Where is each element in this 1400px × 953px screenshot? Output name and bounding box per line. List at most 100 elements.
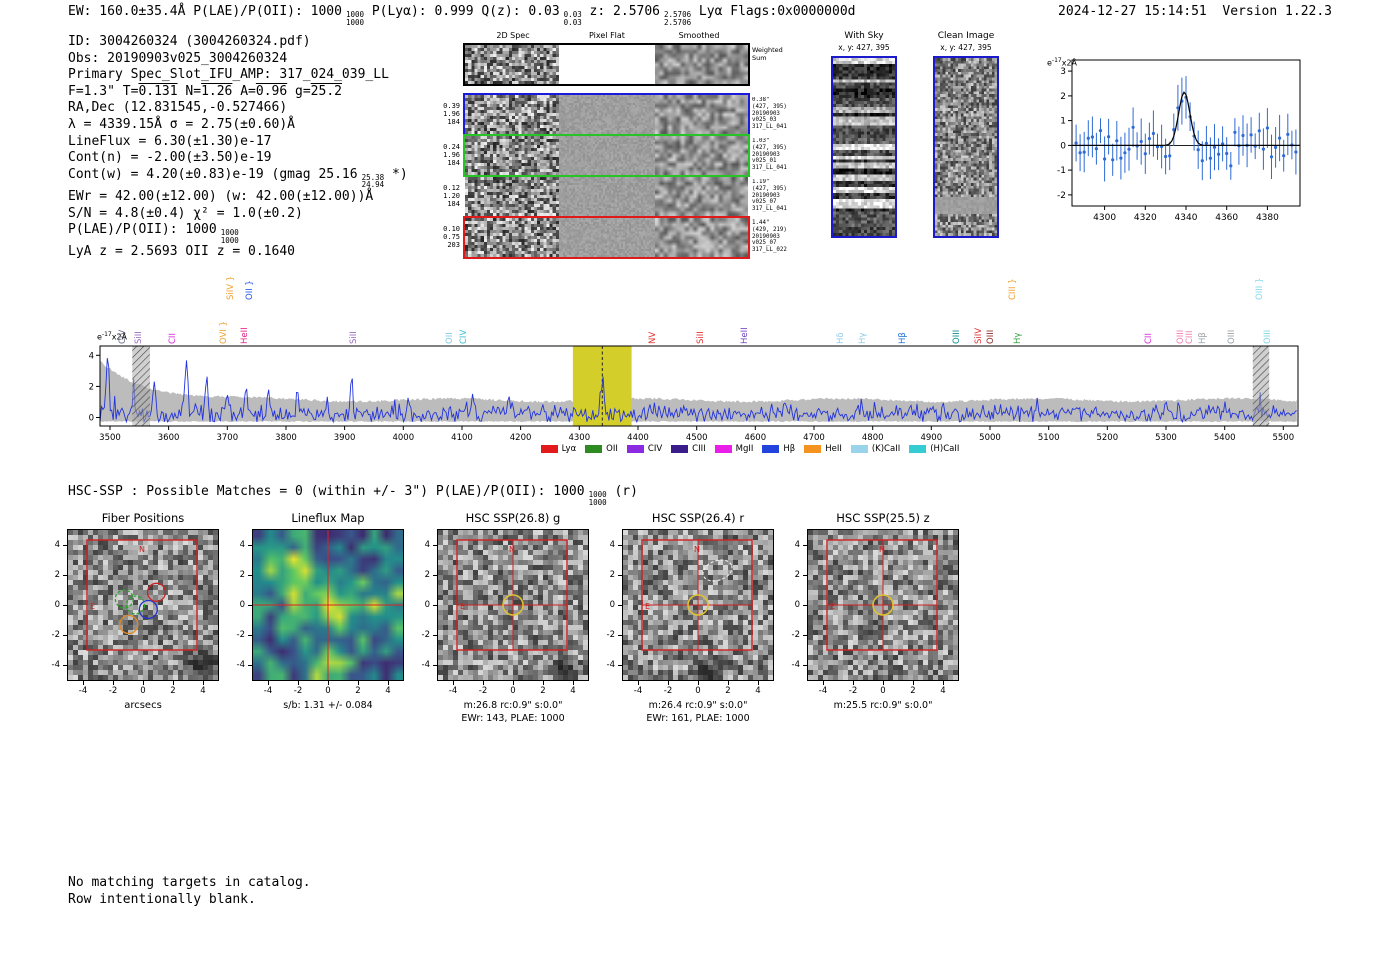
cutout-caption: m:26.8 rc:0.9" s:0.0"	[463, 700, 563, 711]
x-tick-label: 0	[880, 686, 886, 696]
y-tick-mark	[248, 575, 252, 576]
y-tick-label: 4	[54, 540, 60, 550]
y-tick-mark	[433, 605, 437, 606]
svg-text:4900: 4900	[920, 433, 942, 443]
fiber-detail-label: 317_LL_041	[752, 206, 787, 213]
y-tick-mark	[803, 665, 807, 666]
svg-text:4300: 4300	[568, 433, 590, 443]
spec2d-row-left-labels: 0.24 1.96 184	[426, 143, 460, 168]
text-segment: LineFlux = 6.30(±1.30)e-17	[68, 133, 272, 149]
text-segment: Cont(n) = -2.00(±3.50)e-19	[68, 150, 272, 166]
svg-text:5500: 5500	[1272, 433, 1294, 443]
svg-text:N: N	[879, 545, 885, 554]
x-tick-label: -4	[78, 686, 88, 696]
spec2d-col-header: 2D Spec	[496, 31, 530, 40]
with-sky-title: With Sky	[844, 31, 884, 41]
fiber-detail-label: 317_LL_041	[752, 124, 787, 131]
footer-line2: Row intentionally blank.	[68, 891, 256, 907]
y-tick-label: 2	[424, 570, 430, 580]
info-line: RA,Dec (12.831545,-0.527466)	[68, 100, 408, 117]
weighted-sum-label-line: Sum	[752, 53, 767, 62]
x-tick-label: 2	[540, 686, 546, 696]
y-tick-mark	[618, 605, 622, 606]
x-tick-mark	[113, 681, 114, 685]
svg-text:4360: 4360	[1215, 213, 1238, 223]
y-tick-mark	[248, 545, 252, 546]
text-segment: (r)	[606, 484, 638, 499]
svg-text:4340: 4340	[1175, 213, 1198, 223]
y-tick-mark	[63, 605, 67, 606]
with-sky-border	[831, 56, 897, 238]
stacked-fraction: 1000 1000	[588, 490, 607, 507]
emission-line-label: SiII	[134, 331, 145, 344]
spec2d-row-2d-image	[465, 177, 559, 216]
legend-item: Lyα	[540, 444, 576, 454]
svg-text:5100: 5100	[1038, 433, 1060, 443]
y-tick-label: -4	[791, 660, 800, 670]
header-timestamp-version: 2024-12-27 15:14:51 Version 1.22.3	[1058, 4, 1332, 19]
stacked-fraction: 0.03 0.03	[563, 10, 582, 27]
emission-line-label: SiII	[695, 331, 706, 344]
svg-text:2: 2	[1060, 92, 1066, 102]
legend-swatch	[626, 445, 644, 453]
svg-text:1: 1	[1060, 117, 1066, 127]
x-tick-label: 0	[510, 686, 516, 696]
cutout-title: HSC SSP(26.8) g	[465, 511, 561, 525]
weighted-sum-border	[463, 43, 750, 86]
y-tick-mark	[618, 635, 622, 636]
spec2d-row-right-labels: 1.44" (429, 219) 20190903 v025_07 317_LL_022	[752, 220, 787, 254]
header-summary: EW: 160.0±35.4Å P(LAE)/P(OII): 1000 1000 1…	[68, 4, 855, 26]
svg-text:0: 0	[1060, 141, 1066, 151]
svg-text:E: E	[90, 602, 95, 611]
y-tick-label: -2	[606, 630, 615, 640]
svg-text:4200: 4200	[510, 433, 532, 443]
text-segment: LyA z = 2.5693 OII z = 0.1640	[68, 244, 295, 260]
aperture-value-label: 0.75	[443, 233, 460, 242]
svg-text:4320: 4320	[1134, 213, 1157, 223]
svg-text:N: N	[139, 545, 145, 554]
with-sky-coords: x, y: 427, 395	[838, 43, 890, 52]
spec2d-row-right-labels: 0.38" (427, 395) 20190903 v025_03 317_LL_041	[752, 97, 787, 131]
legend-label: MgII	[735, 444, 754, 454]
spec2d-col-header: Smoothed	[678, 31, 720, 40]
legend-swatch	[540, 445, 558, 453]
svg-text:3900: 3900	[334, 433, 356, 443]
overlined-value: 1.26	[201, 83, 233, 99]
fiber-detail-label: 317_LL_022	[752, 247, 787, 254]
legend-label: OII	[606, 444, 618, 454]
x-tick-label: -4	[633, 686, 643, 696]
text-segment: Obs: 20190903v025_3004260324	[68, 50, 288, 66]
weighted-sum-label: Weighted Sum	[752, 46, 783, 62]
info-line: LyA z = 2.5693 OII z = 0.1640	[68, 244, 408, 261]
x-tick-label: -2	[293, 686, 303, 696]
clean-image-title: Clean Image	[937, 31, 995, 41]
y-tick-mark	[248, 605, 252, 606]
x-tick-label: 2	[170, 686, 176, 696]
weighted-sum-label-line: Weighted	[752, 46, 783, 54]
y-tick-label: 2	[239, 570, 245, 580]
x-tick-label: 0	[325, 686, 331, 696]
aperture-value-label: 184	[447, 118, 460, 127]
x-tick-mark	[513, 681, 514, 685]
x-tick-label: 4	[940, 686, 946, 696]
aperture-value-label: 1.20	[443, 192, 460, 201]
info-line: S/N = 4.8(±0.4) χ² = 1.0(±0.2)	[68, 206, 408, 223]
y-tick-mark	[63, 575, 67, 576]
y-tick-mark	[618, 665, 622, 666]
stacked-fraction: 1000 1000	[345, 10, 364, 27]
info-line: LineFlux = 6.30(±1.30)e-17	[68, 134, 408, 151]
info-line: F=1.3" T=0.131 N=1.26 A=0.96 g=25.2	[68, 84, 408, 101]
y-tick-mark	[63, 545, 67, 546]
y-tick-label: 2	[609, 570, 615, 580]
emission-line-label: HeII	[239, 327, 250, 344]
fiber-detail-label: 20190903	[752, 192, 780, 199]
text-segment: HSC-SSP : Possible Matches = 0 (within +…	[68, 484, 585, 499]
x-tick-mark	[358, 681, 359, 685]
x-tick-label: 2	[355, 686, 361, 696]
x-tick-label: 0	[140, 686, 146, 696]
emission-line-label: OIII	[1226, 329, 1237, 344]
y-tick-mark	[803, 635, 807, 636]
aperture-value-label: 184	[447, 200, 460, 209]
y-tick-label: 4	[609, 540, 615, 550]
y-tick-mark	[803, 575, 807, 576]
